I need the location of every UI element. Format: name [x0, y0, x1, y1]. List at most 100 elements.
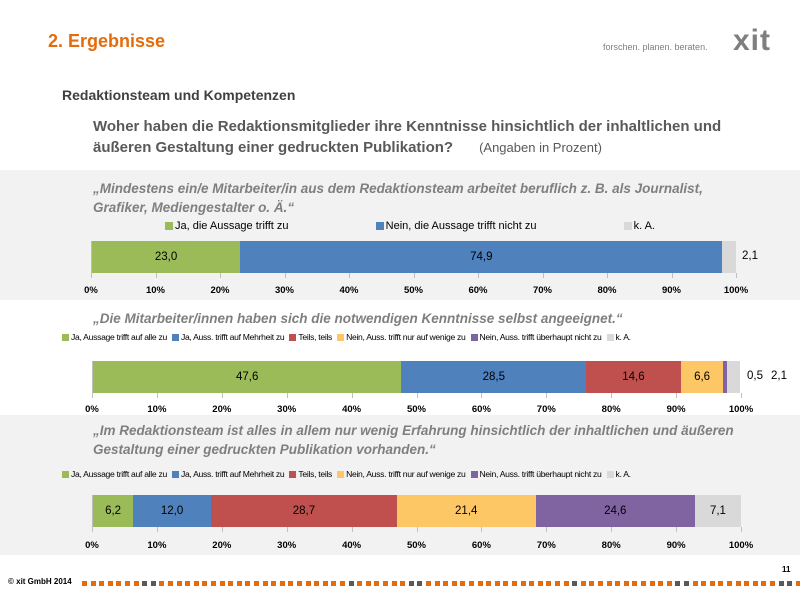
footer-dot: [580, 581, 586, 586]
footer-dot: [529, 581, 535, 586]
statement-line: Gestaltung einer gedruckten Publikation …: [93, 442, 436, 457]
legend-label: k. A.: [615, 332, 632, 342]
tick-label: 90%: [666, 404, 686, 415]
chart-2-legend: Ja, Aussage trifft auf alle zu Ja, Auss. …: [62, 332, 797, 342]
tick-label: 30%: [277, 540, 297, 551]
footer-dot: [520, 581, 526, 586]
logo-tagline: forschen. planen. beraten.: [603, 42, 708, 52]
tick-mark: [478, 273, 479, 278]
legend-swatch: [62, 470, 69, 478]
chart-1-bar: 23,0 74,9 2,1: [91, 241, 758, 273]
data-label: 74,9: [470, 251, 493, 263]
chart-2-bar: 47,6 28,5 14,6 6,6 0,5 2,1: [92, 361, 787, 393]
tick-mark: [286, 393, 288, 398]
legend-item: Nein, die Aussage trifft nicht zu: [375, 220, 537, 232]
legend-swatch: [606, 470, 614, 478]
bar-segment: [723, 361, 727, 393]
chart-panel-2: [0, 300, 800, 415]
tick-mark: [546, 393, 548, 398]
footer-dot: [555, 581, 560, 586]
footer-dot: [185, 581, 191, 586]
legend-swatch: [165, 222, 173, 230]
legend-item: Nein, Auss. trifft nur auf wenige zu: [337, 332, 466, 342]
tick-mark: [542, 273, 544, 278]
statement-line: Grafiker, Mediengestalter o. Ä.“: [93, 200, 295, 215]
tick-mark: [286, 527, 288, 532]
legend-item: k. A.: [606, 332, 632, 342]
footer-dot: [391, 581, 397, 586]
tick-label: 0%: [85, 540, 99, 551]
data-label: 47,6: [236, 371, 259, 383]
footer-dot: [512, 581, 517, 586]
footer-dot: [176, 581, 182, 586]
footer-dot: [400, 581, 406, 586]
legend-swatch: [606, 333, 614, 341]
bar-segment: 47,6: [93, 361, 402, 393]
tick-label: 80%: [601, 404, 621, 415]
footer-dot: [503, 581, 509, 586]
footer-dot: [709, 581, 715, 586]
bar-segment: 74,9: [240, 241, 723, 273]
tick-label: 100%: [728, 404, 754, 415]
footer-dot: [666, 581, 672, 586]
tick-mark: [284, 273, 286, 278]
bar-segment: 7,1: [694, 495, 741, 527]
legend-label: Ja, Aussage trifft auf alle zu: [71, 332, 167, 342]
data-label: 28,5: [482, 371, 505, 383]
tick-mark: [155, 273, 157, 278]
tick-mark: [611, 393, 613, 398]
footer-dot: [193, 581, 199, 586]
footer-dot: [761, 581, 767, 586]
tick-mark: [611, 527, 613, 532]
footer-dot: [701, 581, 707, 586]
tick-mark: [481, 527, 483, 532]
legend-label: Nein, die Aussage trifft nicht zu: [385, 220, 537, 232]
legend-label: Nein, Auss. trifft überhaupt nicht zu: [479, 469, 602, 479]
slide-title: 2. Ergebnisse: [48, 31, 166, 51]
chart-3-x-axis: 0% 10% 20% 30% 40% 50% 60% 70% 80% 90% 100%: [85, 527, 753, 551]
tick-label: 30%: [274, 285, 295, 296]
footer-dot: [606, 581, 612, 586]
xit-logo: xit: [733, 24, 772, 57]
footer-dot: [623, 581, 629, 586]
chart-3-bar: 6,2 12,0 28,7 21,4 24,6 7,1: [92, 495, 741, 527]
tick-label: 40%: [339, 285, 359, 296]
tick-label: 90%: [661, 285, 682, 296]
footer-dot: [116, 581, 122, 586]
footer-dotted-line: [82, 581, 800, 586]
chart-1-legend: Ja, die Aussage trifft zu Nein, die Aussa…: [165, 220, 655, 232]
legend-swatch: [470, 470, 478, 478]
statement-line: „Im Redaktionsteam ist alles in allem nu…: [93, 423, 734, 438]
tick-label: 60%: [468, 285, 488, 296]
bar-segment: 6,6: [680, 361, 724, 393]
data-label: 2,1: [771, 370, 787, 382]
footer-dot: [632, 581, 638, 586]
tick-mark: [546, 527, 548, 532]
data-label: 14,6: [622, 371, 645, 383]
footer-dot: [744, 581, 750, 586]
footer-dot: [795, 581, 800, 586]
legend-item: Teils, teils: [289, 469, 332, 479]
legend-label: k. A.: [615, 469, 632, 479]
legend-label: Ja, die Aussage trifft zu: [175, 220, 289, 232]
tick-label: 20%: [212, 404, 232, 415]
footer-dot: [752, 581, 758, 586]
tick-label: 80%: [601, 540, 621, 551]
data-label: 0,5: [747, 370, 763, 382]
legend-swatch: [375, 222, 384, 230]
legend-item: Teils, teils: [289, 332, 332, 342]
tick-label: 0%: [85, 404, 99, 415]
statement-line: „Mindestens ein/e Mitarbeiter/in aus dem…: [93, 181, 703, 196]
legend-swatch: [62, 333, 69, 341]
legend-item: Ja, Auss. trifft auf Mehrheit zu: [171, 469, 285, 479]
tick-label: 50%: [406, 540, 427, 551]
legend-label: Ja, Auss. trifft auf Mehrheit zu: [180, 332, 285, 342]
legend-label: Nein, Auss. trifft nur auf wenige zu: [346, 332, 466, 342]
footer-dot: [408, 581, 414, 586]
footer-dot: [305, 581, 311, 586]
footer-dot: [383, 581, 388, 586]
tick-label: 70%: [536, 404, 556, 415]
tick-label: 50%: [406, 404, 427, 415]
footer-dot: [271, 581, 277, 586]
question-line-1: Woher haben die Redaktionsmitglieder ihr…: [93, 118, 722, 135]
